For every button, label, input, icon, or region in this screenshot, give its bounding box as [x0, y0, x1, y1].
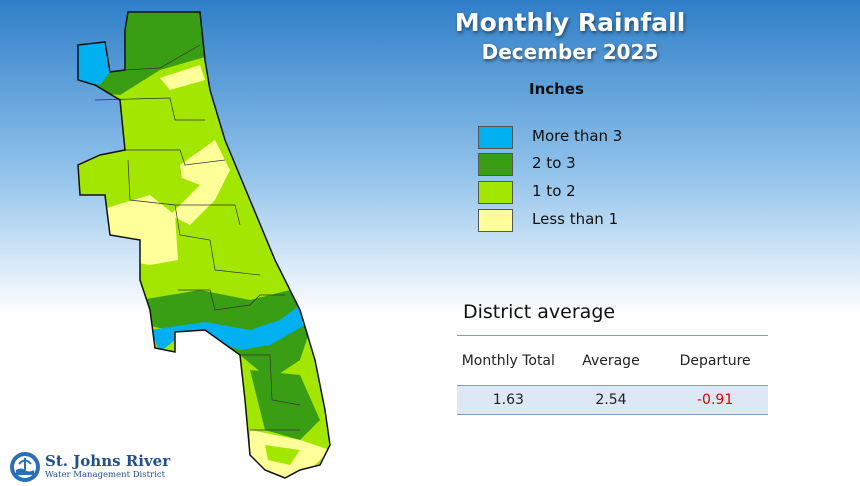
region	[265, 445, 300, 465]
cell: 1.63	[457, 385, 560, 415]
cell: -0.91	[662, 385, 768, 415]
rainfall-areas	[78, 12, 330, 478]
county-lines	[94, 44, 301, 431]
region	[250, 370, 320, 440]
data-row: 1.63 2.54 -0.91	[457, 385, 768, 415]
legend-title: Inches	[529, 80, 584, 98]
header-row: Monthly Total Average Departure	[457, 335, 768, 386]
legend-swatch	[478, 126, 513, 149]
legend-label: Less than 1	[532, 210, 619, 228]
table-title: District average	[463, 301, 616, 323]
logo-name: St. Johns River	[45, 452, 171, 470]
legend-swatch	[478, 209, 513, 232]
region	[78, 40, 110, 85]
region	[150, 305, 305, 352]
district-outline	[77, 11, 331, 479]
logo-icon	[10, 452, 40, 482]
logo-subtitle: Water Management District	[45, 470, 166, 480]
legend-label: 1 to 2	[532, 182, 576, 200]
subtitle: December 2025	[481, 40, 659, 64]
column-header: Departure	[662, 335, 768, 386]
title: Monthly Rainfall	[454, 8, 686, 37]
region	[160, 65, 205, 90]
column-header: Average	[559, 335, 663, 386]
average-table: Monthly Total Average Departure 1.63 2.5…	[457, 335, 768, 415]
cell: 2.54	[559, 385, 663, 415]
district-map	[10, 11, 331, 482]
column-header: Monthly Total	[457, 335, 560, 386]
legend-label: More than 3	[532, 127, 623, 145]
legend-swatch	[478, 181, 513, 204]
legend-label: 2 to 3	[532, 154, 576, 172]
legend-swatch	[478, 153, 513, 176]
